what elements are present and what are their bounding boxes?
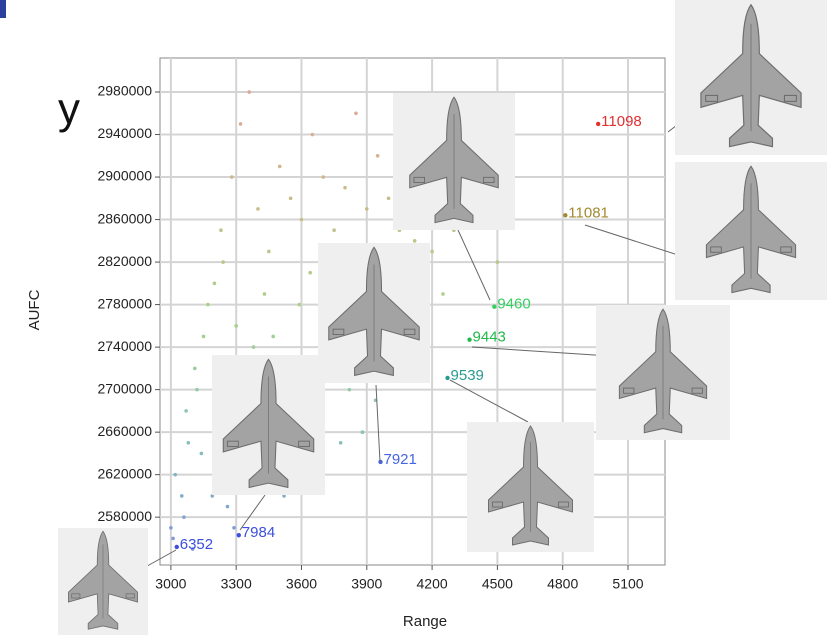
y-tick-label: 2860000	[97, 210, 152, 226]
x-tick-label: 3300	[221, 576, 252, 592]
highlight-point	[596, 122, 600, 126]
y-tick-label: 2700000	[97, 380, 152, 396]
scatter-point	[226, 505, 230, 509]
x-tick-label: 4500	[482, 576, 513, 592]
x-tick-label: 3900	[351, 576, 382, 592]
highlight-point	[563, 213, 567, 217]
highlight-point	[175, 545, 179, 549]
highlight-point	[237, 533, 241, 537]
scatter-point	[200, 452, 204, 456]
scatter-point	[202, 335, 206, 339]
x-tick-label: 3600	[286, 576, 317, 592]
x-tick-label: 3000	[155, 576, 186, 592]
y-tick-label: 2620000	[97, 465, 152, 481]
highlight-point	[492, 305, 496, 309]
scatter-point	[321, 175, 325, 179]
point-label: 7984	[242, 524, 275, 541]
point-label: 11098	[601, 113, 642, 130]
scatter-point	[239, 122, 243, 126]
point-label: 9460	[497, 296, 530, 313]
scatter-point	[206, 303, 210, 307]
x-tick-label: 5100	[612, 576, 643, 592]
scatter-point	[496, 260, 500, 264]
y-tick-label: 2900000	[97, 168, 152, 184]
slide-text: y	[58, 85, 80, 134]
scatter-point	[308, 271, 312, 275]
scatter-point	[278, 165, 282, 169]
scatter-point	[300, 218, 304, 222]
scatter-point	[213, 282, 217, 286]
scatter-point	[173, 473, 177, 477]
point-label: 6352	[180, 536, 213, 553]
y-tick-label: 2740000	[97, 338, 152, 354]
y-tick-label: 2940000	[97, 125, 152, 141]
scatter-point	[193, 367, 197, 371]
scatter-point	[184, 409, 188, 413]
highlight-point	[467, 337, 471, 341]
scatter-point	[441, 292, 445, 296]
scatter-point	[387, 197, 391, 201]
scatter-point	[376, 154, 380, 158]
highlight-point	[445, 376, 449, 380]
scatter-point	[252, 345, 256, 349]
scatter-point	[232, 526, 236, 530]
scatter-point	[365, 207, 369, 211]
page: {"slide_text": "y", "chart_data": {"type…	[0, 0, 827, 635]
scatter-point	[289, 197, 293, 201]
y-tick-label: 2660000	[97, 423, 152, 439]
chart: y 6352 7984 7921 9539 9443 9460 11081 11098 Ran…	[0, 0, 827, 635]
x-tick-label: 4200	[417, 576, 448, 592]
scatter-point	[247, 90, 251, 94]
scatter-point	[413, 239, 417, 243]
scatter-point	[271, 335, 275, 339]
scatter-point	[311, 133, 315, 137]
y-tick-label: 2980000	[97, 83, 152, 99]
point-label: 7921	[384, 451, 417, 468]
scatter-point	[354, 111, 358, 115]
scatter-point	[361, 430, 365, 434]
x-tick-label: 4800	[547, 576, 578, 592]
scatter-point	[339, 441, 343, 445]
point-label: 11081	[568, 204, 609, 221]
scatter-point	[169, 526, 173, 530]
scatter-point	[221, 260, 225, 264]
y-tick-label: 2580000	[97, 508, 152, 524]
point-label: 9443	[473, 329, 506, 346]
y-tick-label: 2780000	[97, 295, 152, 311]
scatter-point	[171, 537, 175, 541]
y-tick-label: 2820000	[97, 253, 152, 269]
scatter-point	[219, 228, 223, 232]
point-label: 9539	[451, 367, 484, 384]
scatter-point	[332, 228, 336, 232]
scatter-point	[234, 324, 238, 328]
scatter-point	[180, 494, 184, 498]
x-axis-label: Range	[403, 613, 447, 630]
scatter-point	[298, 303, 302, 307]
highlight-point	[378, 460, 382, 464]
scatter-point	[267, 250, 271, 254]
scatter-point	[186, 441, 190, 445]
scatter-point	[256, 207, 260, 211]
scatter-point	[230, 175, 234, 179]
scatter-point	[348, 388, 352, 392]
scatter-point	[343, 186, 347, 190]
scatter-point	[195, 388, 199, 392]
slide-accent	[0, 0, 6, 18]
scatter-point	[430, 250, 434, 254]
scatter-point	[182, 515, 186, 519]
y-axis-label: AUFC	[26, 289, 43, 330]
scatter-point	[263, 292, 267, 296]
